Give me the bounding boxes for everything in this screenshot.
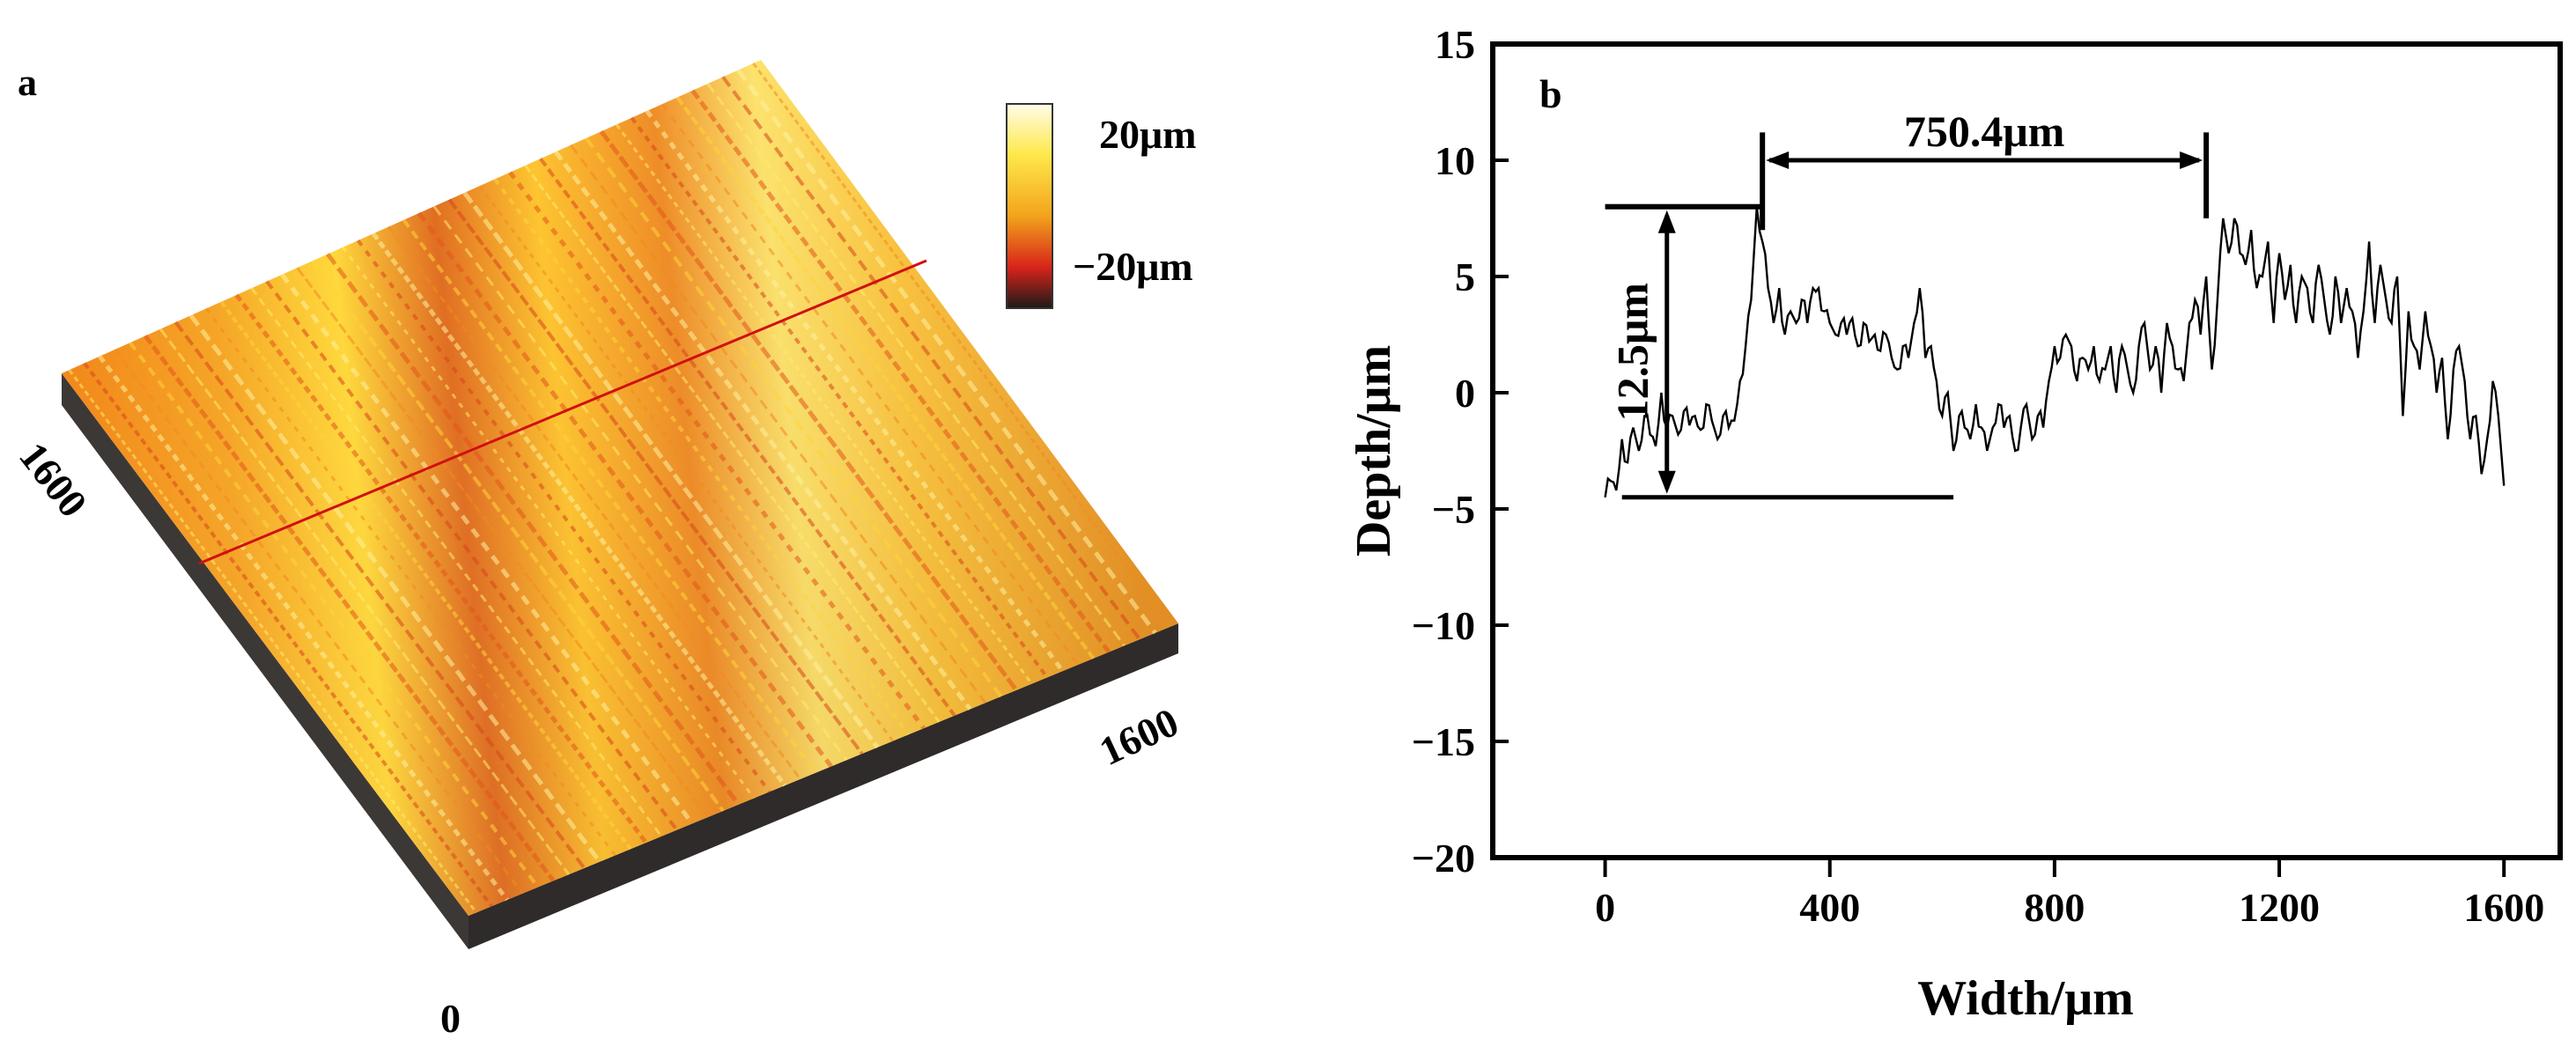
texture-streak: [570, 144, 987, 704]
plot-frame: [1490, 41, 2563, 860]
texture-streak: [508, 171, 926, 730]
y-tick-label: 15: [1435, 22, 1475, 67]
texture-streak: [417, 211, 833, 768]
arrowhead-top: [1657, 210, 1676, 233]
arrowhead-left: [1766, 151, 1790, 169]
texture-streak: [387, 225, 801, 780]
x-tick-label: 0: [1595, 885, 1615, 930]
surface-base-left: [62, 373, 469, 949]
texture-streak: [462, 191, 880, 749]
texture-streak: [736, 69, 1157, 635]
texture-streak: [752, 62, 1172, 628]
arrowhead-bottom: [1657, 470, 1676, 494]
y-tick-label: −20: [1412, 836, 1475, 881]
origin-label: 0: [440, 996, 461, 1041]
texture-streak: [432, 205, 848, 762]
x-tick-label: 400: [1799, 885, 1860, 930]
y-tick-label: 10: [1435, 138, 1475, 183]
texture-streak: [296, 267, 709, 819]
series-profile-line: [1604, 206, 2506, 498]
texture-streak: [645, 109, 1065, 673]
texture-streak: [599, 129, 1019, 692]
texture-streak: [173, 321, 587, 870]
texture-streak: [143, 334, 556, 882]
texture-streak: [553, 150, 972, 711]
legend-max-label: 20μm: [1099, 112, 1196, 157]
texture-streak: [371, 232, 787, 787]
y-tick-label: 5: [1455, 254, 1475, 299]
texture-streak: [326, 253, 741, 807]
y-tick-label: −15: [1412, 719, 1475, 764]
x-tick-label: 1200: [2239, 885, 2320, 930]
axis-label-right: 1600: [1093, 699, 1185, 774]
y-axis-ticks: −20 −15 −10 −5 0 5 10 15: [1412, 22, 1509, 881]
texture-streak: [342, 246, 756, 800]
surface-texture: [68, 62, 1172, 914]
panel-a-label: a: [18, 61, 37, 104]
texture-streak: [280, 273, 695, 825]
texture-streak: [204, 307, 616, 857]
annotations: 750.4μm 12.5μm: [1605, 107, 2210, 500]
texture-streak: [661, 103, 1080, 666]
texture-streak: [265, 280, 679, 831]
texture-streak: [690, 89, 1111, 653]
texture-streak: [706, 83, 1126, 647]
x-tick-label: 1600: [2463, 885, 2544, 930]
texture-streak: [311, 260, 725, 813]
texture-streak: [493, 178, 910, 736]
texture-streak: [98, 355, 509, 902]
texture-streak: [159, 328, 571, 875]
x-axis-label: Width/μm: [1917, 971, 2133, 1026]
legend-colorbar: [1006, 103, 1053, 309]
texture-streak: [83, 362, 493, 908]
texture-streak: [447, 198, 864, 755]
y-tick-label: 0: [1455, 371, 1475, 416]
axis-label-left: 1600: [11, 434, 96, 526]
legend-min-label: −20μm: [1073, 244, 1193, 289]
texture-streak: [539, 158, 956, 717]
texture-streak: [524, 165, 941, 723]
texture-streak: [356, 239, 771, 793]
x-tick-label: 800: [2024, 885, 2085, 930]
texture-streak: [129, 341, 540, 888]
annotation-depth-label: 12.5μm: [1608, 283, 1657, 422]
panel-a: a 20μm −20μm 1600 1600 0: [11, 60, 1196, 1041]
texture-streak: [584, 136, 1003, 698]
texture-streak: [188, 313, 602, 864]
profile-section-line: [198, 259, 927, 565]
texture-streak: [250, 287, 663, 837]
texture-streak: [68, 369, 477, 914]
texture-streak: [630, 116, 1049, 679]
surface-base-right: [469, 623, 1178, 949]
panel-b: b −20 −15 −10 −5 0 5 10 15 0 400 800 1200 1600 750.…: [1347, 22, 2563, 1026]
texture-streak: [675, 96, 1096, 660]
panel-b-label: b: [1539, 71, 1562, 116]
arrowhead-right: [2180, 151, 2203, 169]
texture-streak: [114, 349, 524, 895]
y-tick-label: −10: [1412, 603, 1475, 648]
texture-streak: [402, 218, 817, 774]
y-axis-label: Depth/μm: [1347, 345, 1401, 556]
annotation-width-label: 750.4μm: [1904, 107, 2065, 156]
texture-streak: [219, 300, 632, 851]
y-tick-label: −5: [1432, 487, 1475, 532]
texture-streak: [721, 76, 1141, 641]
x-axis-ticks: 0 400 800 1200 1600: [1595, 860, 2544, 930]
